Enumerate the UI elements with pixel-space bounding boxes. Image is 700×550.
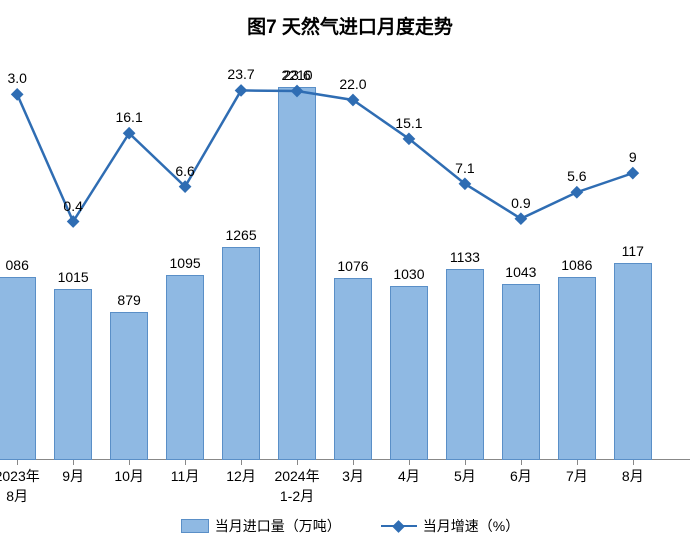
x-axis-label: 5月 (454, 466, 476, 486)
x-axis-label: 9月 (62, 466, 84, 486)
line-value-label: 6.6 (175, 163, 194, 179)
line-value-label: 23.7 (227, 66, 254, 82)
line-value-label: 3.0 (7, 70, 26, 86)
x-axis-label: 12月 (226, 466, 256, 486)
line-value-label: 5.6 (567, 168, 586, 184)
x-axis-label: 2024年 1-2月 (274, 466, 319, 506)
x-axis-label: 6月 (510, 466, 532, 486)
chart-container: 图7 天然气进口月度走势 086101587910951265221010761… (0, 0, 700, 550)
x-axis-label: 3月 (342, 466, 364, 486)
legend-item-bar: 当月进口量（万吨） (181, 516, 341, 536)
legend-bar-swatch-icon (181, 519, 209, 533)
line-value-label: 9 (629, 149, 637, 165)
line-value-label: 15.1 (395, 115, 422, 131)
legend-line-label: 当月增速（%） (423, 516, 519, 536)
x-axis-label: 2023年 8月 (0, 466, 40, 506)
x-axis-label: 7月 (566, 466, 588, 486)
legend-item-line: 当月增速（%） (381, 516, 519, 536)
chart-title: 图7 天然气进口月度走势 (0, 12, 700, 39)
legend-line-swatch-icon (381, 519, 417, 533)
line-value-label: 0.9 (511, 195, 530, 211)
legend-bar-label: 当月进口量（万吨） (215, 516, 341, 536)
x-axis-label: 8月 (622, 466, 644, 486)
line-value-label: 16.1 (115, 109, 142, 125)
line-value-label: 22.0 (339, 76, 366, 92)
labels-layer: 3.0 0.4 16.1 6.6 23.7 23.6 22.0 15.1 7.1 0.9 5.6 9 (0, 55, 690, 460)
legend: 当月进口量（万吨） 当月增速（%） (0, 516, 700, 536)
x-axis-label: 11月 (171, 466, 200, 486)
x-axis-label: 4月 (398, 466, 420, 486)
line-value-label: 0.4 (63, 198, 82, 214)
line-value-label: 7.1 (455, 160, 474, 176)
plot-area: 0861015879109512652210107610301133104310… (0, 55, 690, 460)
line-value-label: 23.6 (283, 67, 310, 83)
x-axis-label: 10月 (114, 466, 144, 486)
